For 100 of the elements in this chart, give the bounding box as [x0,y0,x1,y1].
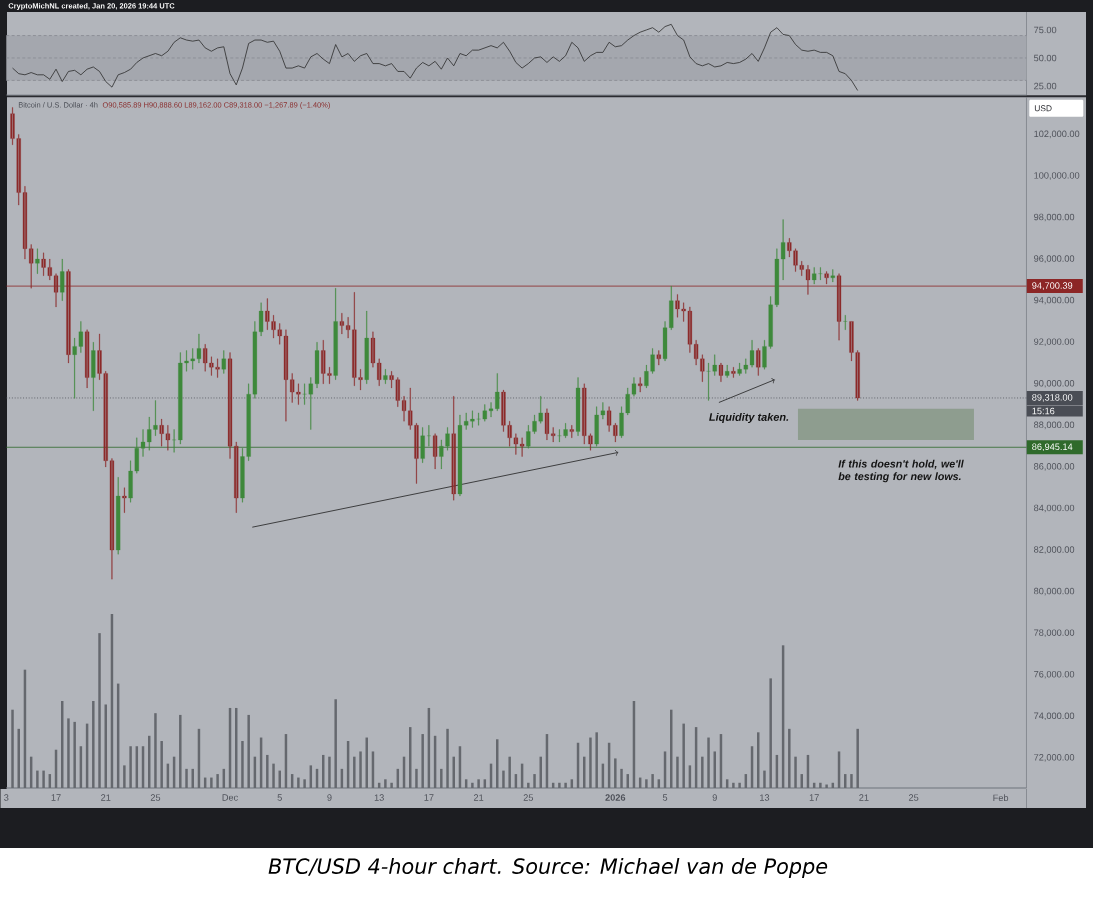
bar [73,721,76,788]
x-tick-label: 2026 [605,794,626,801]
annotation: If this doesn't hold, we'll be testing for new lows. [838,459,964,483]
bar [595,732,598,788]
x-tick-label: 25 [523,794,534,801]
bar [129,746,132,788]
candlestick [221,350,226,374]
bar [421,734,424,788]
bar [589,737,592,788]
bar [98,633,101,788]
candlestick [364,310,369,384]
candlestick [830,269,835,283]
candlestick [725,364,730,378]
bar [452,756,455,788]
text: 15:16 [1032,407,1055,415]
bar [216,774,219,788]
bar [17,728,20,788]
bar [247,714,250,788]
candlestick [84,329,90,389]
bar [154,713,157,788]
x-tick-label: 5 [277,794,282,801]
bar [179,714,182,788]
candlestick [383,369,388,384]
candlestick [333,288,338,380]
candlestick [122,487,127,513]
candlestick [557,429,562,443]
text: USD [1034,105,1052,112]
bar [850,774,853,788]
y-tick-label: 76,000.00 [1034,670,1075,679]
bar [645,779,648,788]
annotation: Liquidity taken. [709,412,789,424]
bar [738,782,741,788]
x-tick-label: 5 [662,794,668,801]
candlestick [718,362,724,382]
bar [558,782,561,788]
candlestick [563,423,568,438]
bar [564,782,567,788]
bar [502,770,505,788]
candlestick [91,342,96,411]
x-tick-label: 3 [4,794,9,801]
y-tick-label: 92,000.00 [1034,338,1075,347]
y-tick-label: 90,000.00 [1034,379,1075,388]
bar [390,782,393,788]
x-tick-label: 21 [473,794,484,801]
candlestick [426,425,432,447]
y-tick-label: 84,000.00 [1034,504,1075,513]
bar [123,765,126,788]
candlestick [432,433,438,470]
x-tick-label: 17 [424,794,434,801]
bar [508,756,511,788]
bar [191,768,194,788]
bar [241,741,244,788]
ref-line-label: 94,700.39 [1032,282,1073,290]
bar [763,770,766,788]
y-tick-label: 96,000.00 [1034,255,1075,263]
bar [92,700,95,788]
bar [42,770,45,788]
x-tick-label: 17 [809,794,819,801]
bar [676,756,679,788]
x-tick-label: 21 [859,794,869,801]
candlestick [569,425,574,438]
bar [297,777,300,788]
bar [384,779,387,788]
ref-line-label: 86,945.14 [1032,443,1073,452]
bar [825,784,828,788]
bar [682,723,685,788]
bar [477,779,480,788]
candlestick [451,396,456,501]
bar [67,718,70,788]
bar [104,704,107,788]
x-tick-label: 9 [712,794,717,801]
bar [707,737,710,788]
bar [788,728,791,788]
candlestick [60,258,65,301]
bar [856,728,859,788]
bar [440,768,443,788]
bar [328,756,331,788]
y-tick-label: 94,000.00 [1034,296,1075,305]
y-tick-label: 78,000.00 [1034,629,1075,637]
bar [272,763,275,788]
x-tick-label: 25 [908,794,919,801]
ref-line-label: 89,318.00 [1032,394,1073,402]
candlestick [756,348,761,376]
bar [446,728,449,788]
bar [614,758,617,788]
y-tick-label: 74,000.00 [1034,712,1075,721]
bar [527,782,530,788]
bar [185,768,188,788]
bar [651,774,654,788]
candlestick [35,248,40,274]
bar [11,709,14,788]
bar [266,754,269,788]
bar [732,782,735,788]
y-tick-label: 86,000.00 [1034,463,1075,471]
x-tick-label: Feb [993,794,1009,802]
y-tick-label: 80,000.00 [1034,587,1075,596]
y-tick-label: 98,000.00 [1034,213,1075,222]
x-tick-label: 13 [374,794,384,801]
bar [303,779,306,788]
y-tick-label: 100,000.00 [1034,172,1080,180]
